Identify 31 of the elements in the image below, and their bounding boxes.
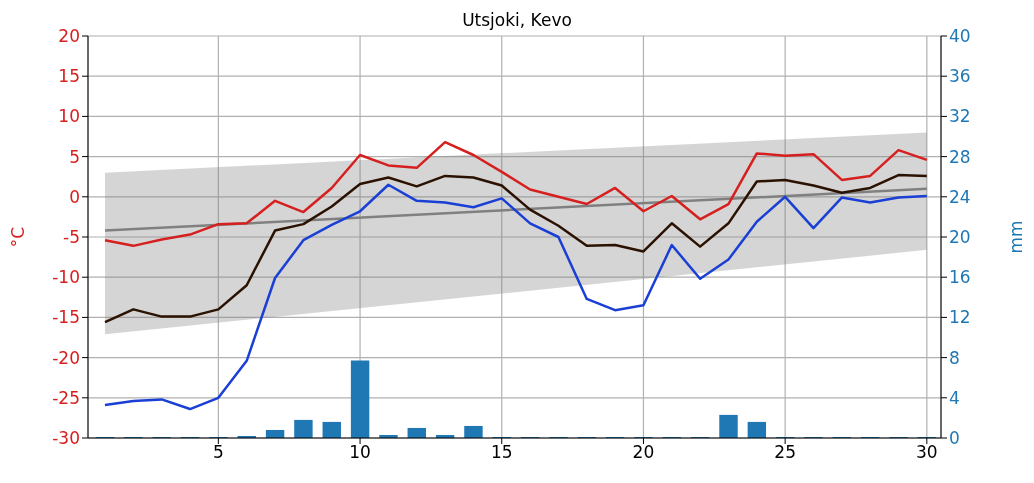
y2-tick-label: 16: [949, 267, 971, 288]
y-tick-label: 0: [69, 186, 80, 207]
x-tick-label: 10: [349, 442, 371, 463]
y2-tick-label: 20: [949, 227, 971, 248]
y-tick-label: -30: [52, 428, 80, 449]
y2-tick-label: 4: [949, 387, 960, 408]
y2-tick-label: 12: [949, 307, 971, 328]
y2-tick-label: 40: [949, 26, 971, 47]
y-tick-label: 15: [58, 66, 80, 87]
x-tick-label: 20: [632, 442, 655, 463]
y-axis-title: °C: [8, 226, 29, 248]
y-tick-label: -5: [63, 227, 80, 248]
y2-tick-label: 8: [949, 347, 960, 368]
y-tick-label: -15: [52, 307, 80, 328]
y-tick-label: 20: [58, 26, 80, 47]
y2-tick-label: 0: [949, 428, 960, 449]
x-tick-label: 30: [916, 442, 938, 463]
y2-tick-label: 24: [949, 186, 971, 207]
x-tick-label: 25: [774, 442, 796, 463]
y2-tick-label: 32: [949, 106, 971, 127]
x-tick-label: 15: [490, 442, 513, 463]
y2-axis-title: mm: [1006, 220, 1027, 254]
y-tick-label: -10: [52, 267, 80, 288]
y-tick-label: 10: [58, 106, 80, 127]
y-tick-label: -25: [52, 387, 80, 408]
y-tick-label: -20: [52, 347, 80, 368]
chart-title: Utsjoki, Kevo: [462, 10, 572, 30]
y-tick-label: 5: [69, 146, 80, 167]
y2-tick-label: 36: [949, 66, 971, 87]
y2-tick-label: 28: [949, 146, 971, 167]
x-tick-label: 5: [212, 442, 224, 463]
